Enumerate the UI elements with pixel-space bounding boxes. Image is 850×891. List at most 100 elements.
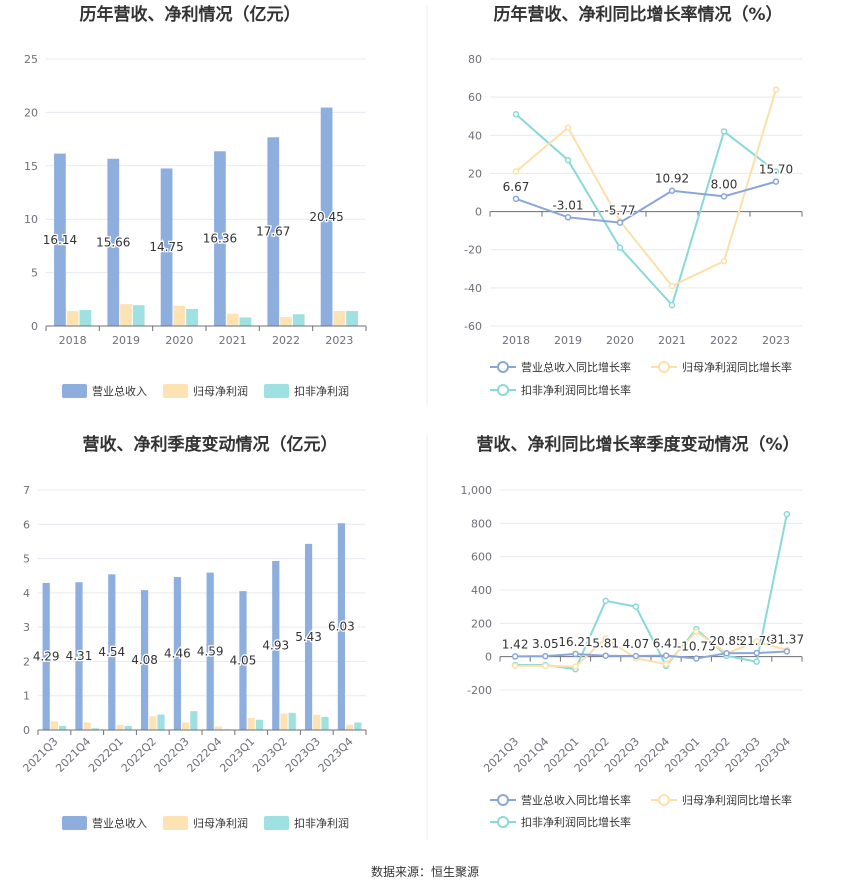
x-tick-label: 2023Q4 [316,735,356,775]
bar [50,721,59,730]
legend-swatch [62,816,87,830]
series-point [602,652,609,659]
legend-label: 归母净利润 [193,816,248,830]
y-tick-label: -60 [464,320,482,333]
bar [140,590,149,730]
y-tick-label: 20 [468,167,482,180]
bar [346,311,358,326]
data-label: 14.75 [149,240,183,254]
y-tick-label: 5 [23,553,30,566]
x-tick-label: 2022Q3 [152,735,192,775]
y-tick-label: 3 [23,621,30,634]
data-label: 4.31 [66,649,93,663]
data-label: 4.05 [230,654,257,668]
series-point [668,282,676,290]
x-tick-label: 2023Q3 [283,735,323,775]
bar [108,574,116,730]
data-label: 4.54 [98,645,125,659]
series-point [772,168,780,175]
data-label: 17.67 [256,225,290,239]
y-tick-label: 0 [485,651,492,664]
x-tick-label: 2019 [112,334,140,347]
x-tick-label: 2023Q1 [217,735,257,775]
data-label: 16.14 [43,233,77,247]
bar [107,158,120,326]
bar [42,582,50,730]
series-point [753,649,760,657]
data-label: 6.41 [653,637,680,651]
bar [247,718,255,730]
y-tick-label: 20 [24,106,38,119]
y-tick-label: 25 [24,53,38,66]
y-tick-label: 600 [471,551,492,564]
series-point [602,635,609,642]
data-label: 6.03 [328,620,355,634]
bar [255,719,264,730]
y-tick-label: 7 [23,484,30,497]
x-tick-label: 2023 [762,334,790,347]
series-line [515,650,787,660]
legend-marker-swatch [497,361,509,373]
bar [186,308,198,326]
bar [304,543,313,730]
legend-marker-swatch [497,816,509,828]
series-point [564,156,572,164]
bar [116,724,124,730]
data-label: 3.05 [532,637,559,651]
legend-label: 营业总收入同比增长率 [521,793,631,807]
series-point [511,662,519,670]
bar [66,311,79,326]
legend-label: 扣非净利润 [294,384,349,398]
bar [83,722,91,730]
y-tick-label: 400 [471,584,492,597]
data-label: -5.77 [604,204,635,218]
data-source-note: 数据来源：恒生聚源 [371,864,479,879]
y-tick-label: -200 [467,684,492,697]
bar [173,577,181,730]
bar [160,168,173,326]
legend-label: 营业总收入 [92,816,147,830]
y-tick-label: 40 [468,129,482,142]
legend-swatch [264,816,289,830]
y-tick-label: 80 [468,53,482,66]
bar [54,153,66,326]
bar [280,316,292,326]
series-point [772,178,780,185]
series-point [723,649,730,657]
y-tick-label: 60 [468,91,482,104]
series-point [693,655,700,662]
legend-marker-swatch [658,361,670,373]
bar [239,591,247,730]
bar [149,716,157,730]
chart-title: 营收、净利同比增长率季度变动情况（%） [476,434,799,455]
chart-title: 营收、净利季度变动情况（亿元） [83,434,338,455]
bar [239,317,252,326]
x-tick-label: 2019 [554,334,582,347]
series-point [668,187,676,194]
legend-label: 归母净利润同比增长率 [682,360,792,374]
data-label: 15.70 [759,163,793,177]
data-label: 5.43 [295,630,322,644]
x-tick-label: 2020 [606,334,634,347]
legend-marker-swatch [497,794,509,806]
legend-label: 营业总收入同比增长率 [521,360,631,374]
bar [345,724,354,730]
bar [214,726,223,730]
y-tick-label: 10 [24,213,38,226]
data-label: 6.67 [503,180,530,194]
series-point [632,652,640,660]
legend-label: 扣非净利润 [294,816,349,830]
data-label: 16.36 [203,232,237,246]
x-tick-label: 2023Q2 [250,735,290,775]
data-label: 4.08 [131,653,158,667]
x-tick-label: 2018 [502,334,530,347]
bar [157,714,165,730]
quarterly-revenue-profit-chart: 营收、净利季度变动情况（亿元） 0 1 2 3 4 5 6 7 4.29 4.31 4.54 4.08 4… [20,434,367,830]
bar [292,314,305,326]
x-tick-label: 2021Q4 [53,735,93,775]
x-tick-label: 2021Q3 [20,735,60,775]
data-label: 4.59 [197,644,224,658]
x-tick-label: 2018 [59,334,87,347]
bar [181,722,190,730]
bar [173,305,186,326]
